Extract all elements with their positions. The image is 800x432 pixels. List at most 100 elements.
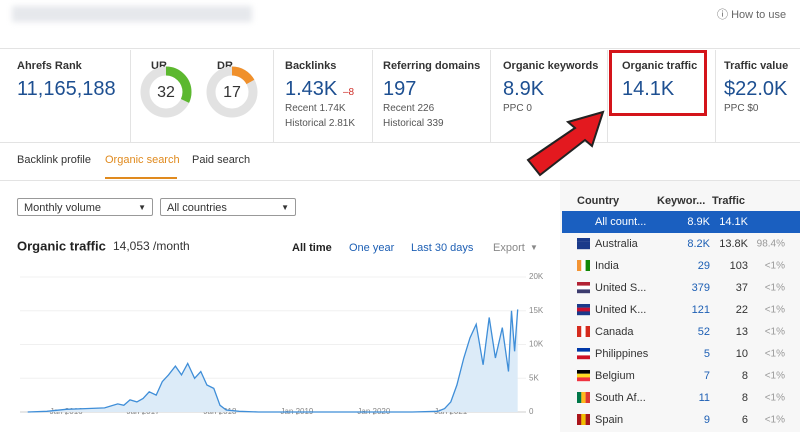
help-link[interactable]: ⓘ How to use xyxy=(717,9,787,21)
traffic-cell: 14.1K xyxy=(719,216,748,228)
traffic-cell: 10 xyxy=(736,348,748,360)
gauge-arc xyxy=(140,66,192,118)
flag xyxy=(577,241,590,246)
tab[interactable]: Paid search xyxy=(192,154,251,166)
country-name[interactable]: All count... xyxy=(595,216,646,228)
share-cell: <1% xyxy=(765,415,785,426)
country-name[interactable]: Spain xyxy=(595,414,623,426)
row-highlight xyxy=(562,211,800,233)
y-tick-label: 0 xyxy=(529,407,534,416)
flag xyxy=(585,414,590,425)
country-name[interactable]: United K... xyxy=(595,304,646,316)
share-cell: <1% xyxy=(765,261,785,272)
range-option[interactable]: One year xyxy=(349,242,395,254)
keywords-cell: 7 xyxy=(704,370,710,382)
y-tick-label: 15K xyxy=(529,306,544,315)
flag xyxy=(577,370,590,374)
range-option[interactable]: All time xyxy=(292,242,332,254)
flag xyxy=(577,311,590,316)
share-cell: <1% xyxy=(765,283,785,294)
metric-sub: PPC $0 xyxy=(724,103,759,114)
flag xyxy=(577,373,590,378)
metric-value: $22.0K xyxy=(724,78,788,100)
keywords-cell: 52 xyxy=(698,326,710,338)
traffic-cell: 8 xyxy=(742,392,748,404)
traffic-cell: 6 xyxy=(742,414,748,426)
flag xyxy=(581,260,586,271)
dropdown[interactable]: Monthly volume ▼ xyxy=(17,198,153,216)
metric-label: Traffic value xyxy=(724,60,789,72)
country-name[interactable]: India xyxy=(595,260,620,272)
y-tick-label: 5K xyxy=(529,373,539,382)
country-name[interactable]: South Af... xyxy=(595,392,646,404)
flag xyxy=(581,326,586,337)
gauge-arc xyxy=(206,66,258,118)
dropdown-text[interactable]: Monthly volume xyxy=(24,202,102,214)
chart-summary: 14,053 /month xyxy=(113,239,190,253)
divider xyxy=(372,50,373,142)
keywords-cell: 11 xyxy=(699,392,710,404)
flag xyxy=(577,348,590,352)
blurred-domain xyxy=(12,6,252,22)
metric-label: Organic keywords xyxy=(503,60,599,72)
metric-label: Organic traffic xyxy=(622,60,698,72)
table-header: Country xyxy=(577,195,620,207)
share-cell: <1% xyxy=(765,327,785,338)
dropdown-text[interactable]: All countries xyxy=(167,202,227,214)
flag xyxy=(585,326,590,337)
rule xyxy=(0,48,800,49)
gauge-value: 17 xyxy=(223,84,241,101)
metric-sub: Historical 339 xyxy=(383,118,444,129)
keywords-cell: 8.2K xyxy=(687,238,710,250)
country-name[interactable]: Australia xyxy=(595,238,639,250)
share-cell: <1% xyxy=(765,393,785,404)
divider xyxy=(273,50,274,142)
country-name[interactable]: Canada xyxy=(595,326,634,338)
tab-active[interactable]: Organic search xyxy=(105,154,180,166)
country-name[interactable]: Belgium xyxy=(595,370,635,382)
dropdown[interactable]: All countries ▼ xyxy=(160,198,296,216)
flag xyxy=(577,307,590,312)
flag xyxy=(581,414,586,425)
flag xyxy=(577,245,590,250)
tab[interactable]: Backlink profile xyxy=(17,154,91,166)
range-option[interactable]: Last 30 days xyxy=(411,242,474,254)
keywords-cell: 29 xyxy=(698,260,710,272)
country-name[interactable]: Philippines xyxy=(595,348,649,360)
metric-value: 197 xyxy=(383,78,417,100)
metric-sub: Recent 1.74K xyxy=(285,103,346,114)
flag xyxy=(577,355,590,360)
arrow xyxy=(526,110,605,177)
flag xyxy=(577,260,582,271)
highlight-box xyxy=(609,50,707,116)
traffic-cell: 37 xyxy=(736,282,748,294)
y-tick-label: 20K xyxy=(529,272,544,281)
flag xyxy=(577,414,582,425)
share-cell: <1% xyxy=(765,305,785,316)
divider xyxy=(715,50,716,142)
flag xyxy=(577,289,590,294)
flag xyxy=(585,260,590,271)
flag xyxy=(577,282,590,286)
metric-value: 1.43K xyxy=(285,78,338,100)
traffic-cell: 103 xyxy=(730,260,748,272)
y-tick-label: 10K xyxy=(529,340,544,349)
rule xyxy=(0,180,800,181)
divider xyxy=(490,50,491,142)
flag xyxy=(585,392,590,403)
flag xyxy=(577,377,590,382)
metric-change: –8 xyxy=(343,87,355,98)
metric-sub: PPC 0 xyxy=(503,103,532,114)
traffic-cell: 8 xyxy=(742,370,748,382)
keywords-cell: 8.9K xyxy=(687,216,710,228)
export-button: Export xyxy=(493,242,525,254)
table-header: Keywor... xyxy=(657,195,705,207)
keywords-cell: 121 xyxy=(692,304,710,316)
help-text[interactable]: How to use xyxy=(731,9,787,21)
country-name[interactable]: United S... xyxy=(595,282,646,294)
share-cell: 98.4% xyxy=(757,239,785,250)
traffic-cell: 13.8K xyxy=(719,238,748,250)
keywords-cell: 5 xyxy=(704,348,710,360)
flag xyxy=(577,392,582,403)
